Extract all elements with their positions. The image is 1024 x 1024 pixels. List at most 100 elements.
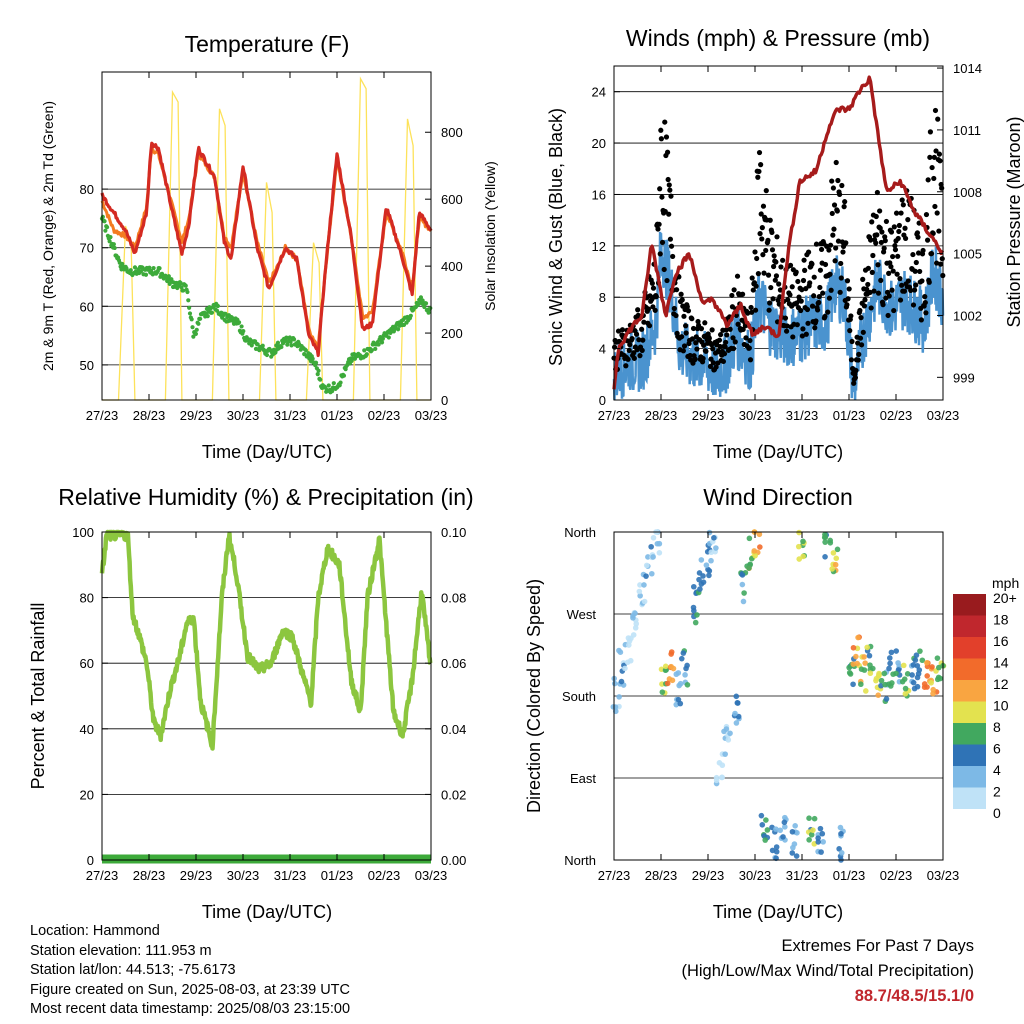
gust-point <box>678 291 684 297</box>
gust-point <box>822 313 828 320</box>
legend-label: 16 <box>993 633 1009 649</box>
gust-point <box>895 253 901 259</box>
gust-point <box>739 291 746 297</box>
gust-point <box>928 250 935 257</box>
gust-point <box>694 346 700 352</box>
direction-point <box>668 651 674 657</box>
gust-point <box>780 257 786 263</box>
gust-point <box>662 119 668 125</box>
winds-y-ticks: 0 4 8 12 16 20 24 <box>592 85 620 408</box>
gust-point <box>897 297 904 303</box>
dewpoint-point <box>193 331 199 336</box>
station-location: Location: Hammond <box>30 923 160 939</box>
x-tick-label: 30/23 <box>227 408 260 423</box>
gust-point <box>845 296 851 302</box>
gust-point <box>650 285 657 291</box>
direction-point <box>757 544 763 550</box>
y2-tick-label: 0.00 <box>441 853 466 868</box>
dewpoint-point <box>380 336 385 341</box>
direction-point <box>762 837 769 843</box>
direction-point <box>822 539 828 545</box>
direction-point <box>678 655 685 662</box>
direction-point <box>800 538 806 545</box>
gust-point <box>892 247 899 253</box>
gust-point <box>915 234 921 240</box>
direction-point <box>921 681 928 687</box>
gust-point <box>698 325 705 332</box>
dewpoint-point <box>316 368 321 373</box>
x-tick-label: 29/23 <box>692 868 725 883</box>
direction-point <box>694 612 700 618</box>
gust-point <box>763 188 769 194</box>
direction-point <box>818 849 824 855</box>
dewpoint-point <box>236 320 242 325</box>
x-tick-label: 29/23 <box>692 408 725 423</box>
gust-point <box>746 345 752 351</box>
legend-label: 20+ <box>993 590 1017 606</box>
dewpoint-point <box>108 235 113 240</box>
direction-point <box>700 579 707 585</box>
direction-point <box>929 664 935 670</box>
gust-point <box>902 235 909 242</box>
direction-point <box>637 582 643 588</box>
gust-point <box>753 283 759 289</box>
gust-point <box>636 337 642 343</box>
direction-point <box>673 671 680 678</box>
gust-point <box>695 318 701 325</box>
direction-point <box>734 700 741 706</box>
x-tick-label: 02/23 <box>368 408 401 423</box>
gust-point <box>937 158 943 164</box>
direction-point <box>733 720 740 726</box>
gust-point <box>830 185 836 191</box>
legend-swatch <box>953 787 986 809</box>
gust-point <box>897 276 903 282</box>
gust-point <box>865 281 871 288</box>
y2-tick-label: 800 <box>441 125 463 140</box>
direction-point <box>838 850 845 856</box>
legend-swatch <box>953 658 986 680</box>
gust-point <box>875 262 881 268</box>
direction-point <box>912 657 919 663</box>
direction-title: Wind Direction <box>703 484 853 510</box>
y2-tick-label: 200 <box>441 326 463 341</box>
y-tick-label: 20 <box>592 136 606 151</box>
direction-point <box>834 546 841 553</box>
dewpoint-point <box>183 283 188 288</box>
winds-panel: Winds (mph) & Pressure (mb) 04812162024 … <box>546 25 1024 462</box>
direction-point <box>741 590 747 596</box>
gust-point <box>826 247 832 253</box>
dewpoint-point <box>179 285 184 290</box>
gust-point <box>734 273 741 279</box>
gust-point <box>838 275 844 281</box>
gust-point <box>663 134 670 140</box>
gust-point <box>923 211 930 218</box>
direction-point <box>630 613 636 619</box>
gust-point <box>896 222 902 229</box>
y-tick-label: North <box>564 853 596 868</box>
temperature-title: Temperature (F) <box>185 31 350 57</box>
humidity-series <box>99 529 433 864</box>
direction-point <box>819 830 826 837</box>
y2-tick-label: 0.08 <box>441 591 466 606</box>
x-tick-label: 03/23 <box>927 408 960 423</box>
direction-point <box>727 730 733 737</box>
gust-point <box>681 343 688 349</box>
gust-point <box>655 226 661 232</box>
gust-point <box>857 335 864 341</box>
dewpoint-point <box>426 310 431 315</box>
gust-point <box>666 211 672 217</box>
direction-point <box>643 562 650 569</box>
gust-point <box>735 321 741 327</box>
direction-point <box>650 534 657 541</box>
gust-point <box>894 271 900 277</box>
gust-point <box>843 240 849 246</box>
gust-point <box>706 335 712 341</box>
extremes-box: Extremes For Past 7 Days (High/Low/Max W… <box>681 934 974 1009</box>
direction-point <box>641 582 647 588</box>
direction-point <box>935 664 942 671</box>
dewpoint-point <box>338 380 343 385</box>
direction-point <box>690 583 697 590</box>
direction-point <box>881 670 888 677</box>
direction-point <box>746 535 753 542</box>
